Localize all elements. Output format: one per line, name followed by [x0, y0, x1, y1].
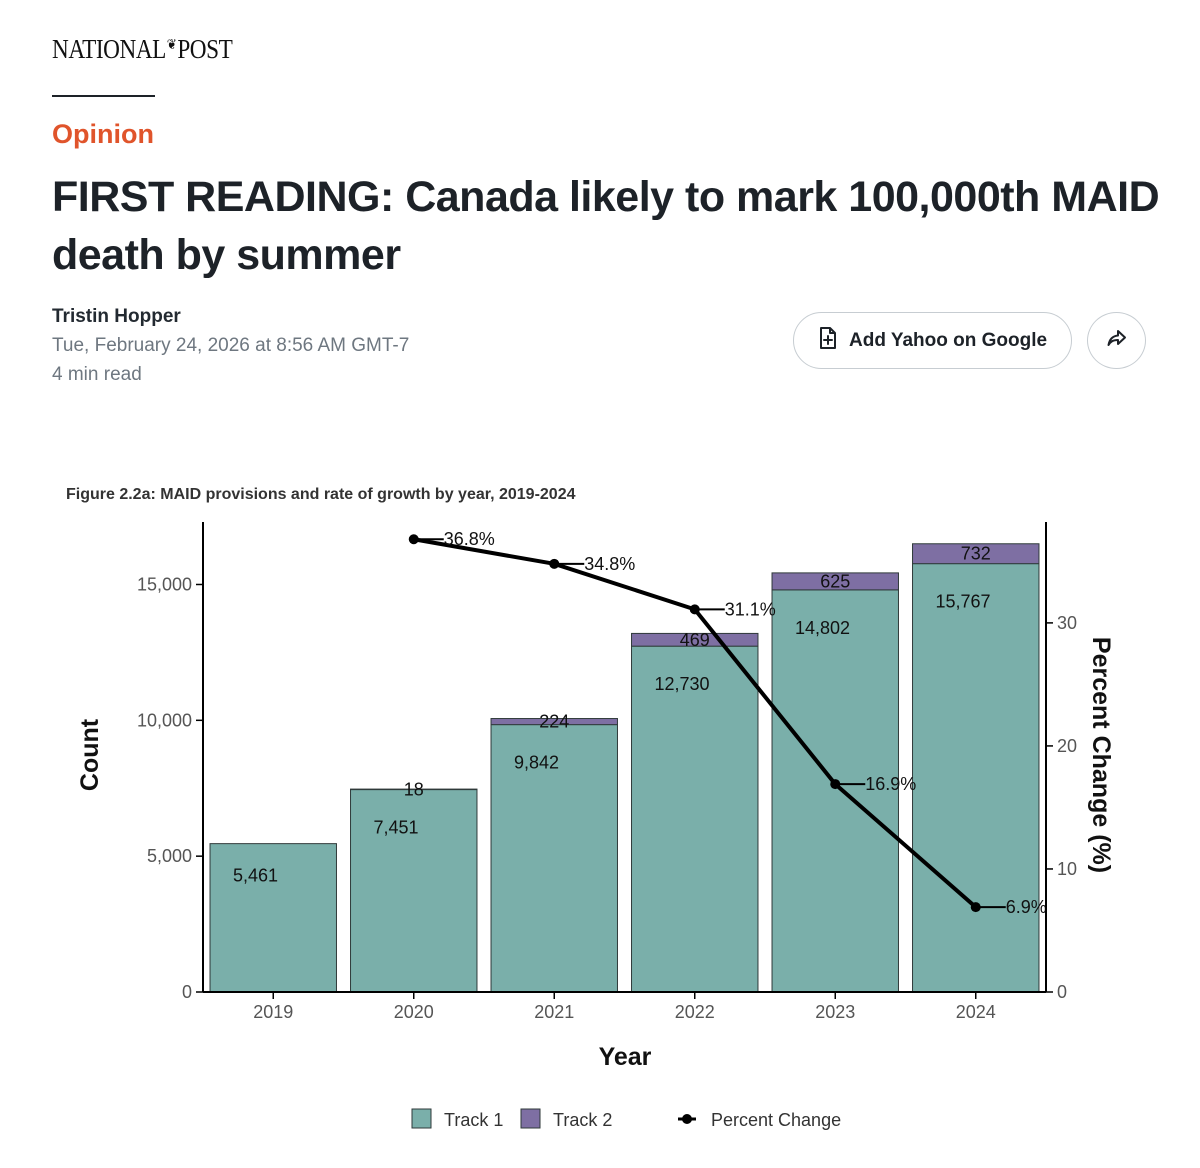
author-name[interactable]: Tristin Hopper [52, 306, 181, 327]
y2-tick-label: 20 [1057, 736, 1077, 756]
publish-date: Tue, February 24, 2026 at 8:56 AM GMT-7 [52, 335, 410, 356]
x-tick-label: 2021 [534, 1002, 574, 1022]
bar-label-track2-2020: 18 [404, 779, 424, 799]
y-tick-label: 0 [182, 982, 192, 1002]
bar-track1-2020 [350, 789, 478, 993]
logo-text-national: NATIONAL [52, 34, 166, 64]
y-tick-label: 15,000 [137, 574, 192, 594]
chart-title: Figure 2.2a: MAID provisions and rate of… [66, 486, 576, 503]
bar-track1-2024 [912, 563, 1040, 993]
legend-marker-percent [682, 1114, 692, 1124]
bar-track1-2019 [209, 843, 337, 993]
read-time: 4 min read [52, 364, 142, 385]
legend-swatch-track2 [520, 1108, 541, 1129]
y2-tick-label: 30 [1057, 613, 1077, 633]
add-document-icon [819, 327, 837, 354]
logo-text-post: POST [177, 34, 233, 64]
legend-label-percent: Percent Change [711, 1110, 841, 1130]
legend-label-track1: Track 1 [444, 1110, 503, 1130]
bar-track1-2021 [490, 724, 618, 993]
y-axis-title: Count [76, 718, 104, 791]
bar-label-track1-2024: 15,767 [936, 592, 991, 612]
bar-label-track1-2023: 14,802 [795, 618, 850, 638]
percent-label-2023: 16.9% [865, 774, 916, 794]
x-axis-title: Year [599, 1043, 652, 1071]
bar-track2-2023 [771, 572, 899, 591]
maple-leaf-icon: ❦ [166, 38, 177, 53]
article-category[interactable]: Opinion [52, 119, 154, 149]
percent-label-2021: 34.8% [584, 554, 635, 574]
percent-point-2021 [549, 558, 560, 569]
add-yahoo-label: Add Yahoo on Google [849, 329, 1048, 351]
bar-track1-2022 [631, 645, 759, 993]
y-tick-label: 5,000 [147, 846, 192, 866]
bar-label-track2-2024: 732 [961, 544, 991, 564]
percent-point-2023 [830, 779, 841, 790]
percent-point-2024 [970, 902, 981, 913]
x-tick-label: 2019 [253, 1002, 293, 1022]
y2-axis-title: Percent Change (%) [1087, 637, 1115, 873]
share-button[interactable] [1087, 312, 1146, 369]
y2-tick-label: 0 [1057, 982, 1067, 1002]
bar-label-track2-2021: 224 [539, 712, 569, 732]
bar-track2-2021 [490, 718, 618, 726]
percent-point-2022 [689, 604, 700, 615]
bar-label-track2-2022: 469 [680, 630, 710, 650]
share-arrow-icon [1107, 329, 1127, 352]
bar-label-track1-2021: 9,842 [514, 753, 559, 773]
masthead-divider [52, 95, 155, 97]
add-yahoo-on-google-button[interactable]: Add Yahoo on Google [793, 312, 1072, 369]
bar-track2-2024 [912, 543, 1040, 565]
bar-label-track1-2019: 5,461 [233, 866, 278, 886]
bar-label-track1-2020: 7,451 [374, 818, 419, 838]
y-tick-label: 10,000 [137, 710, 192, 730]
bar-track2-2022 [631, 632, 759, 647]
bar-label-track2-2023: 625 [820, 571, 850, 591]
site-logo[interactable]: NATIONAL❦POST [52, 34, 233, 65]
article-headline: FIRST READING: Canada likely to mark 100… [52, 173, 1160, 279]
bar-track1-2023 [771, 589, 899, 993]
percent-label-2022: 31.1% [725, 599, 776, 619]
y2-tick-label: 10 [1057, 859, 1077, 879]
percent-label-2020: 36.8% [444, 529, 495, 549]
bar-label-track1-2022: 12,730 [655, 674, 710, 694]
maid-chart: Figure 2.2a: MAID provisions and rate of… [66, 486, 1115, 1130]
legend-label-track2: Track 2 [553, 1110, 612, 1130]
legend-swatch-track1 [411, 1108, 432, 1129]
x-tick-label: 2023 [815, 1002, 855, 1022]
x-tick-label: 2024 [956, 1002, 996, 1022]
percent-label-2024: 6.9% [1006, 897, 1047, 917]
x-tick-label: 2020 [394, 1002, 434, 1022]
percent-point-2020 [408, 534, 419, 545]
x-tick-label: 2022 [675, 1002, 715, 1022]
